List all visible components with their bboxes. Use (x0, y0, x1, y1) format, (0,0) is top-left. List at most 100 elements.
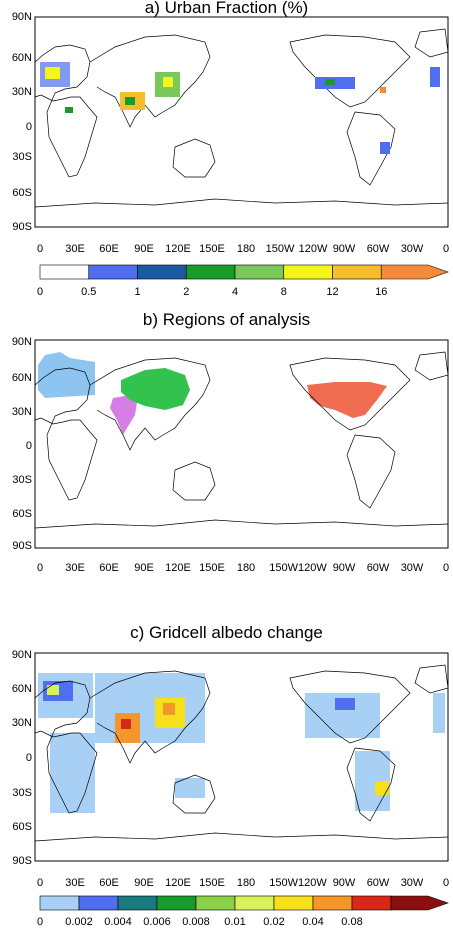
colorbar-swatch (312, 895, 353, 911)
urban-cells (40, 62, 440, 154)
lon-label: 30E (65, 877, 85, 889)
lon-label: 0 (36, 243, 44, 255)
lat-label: 90S (12, 855, 32, 867)
colorbar-tick-label: 0.006 (143, 916, 171, 928)
colorbar-swatch (332, 264, 382, 280)
colorbar-tick-label: 12 (326, 286, 339, 298)
colorbar-tick-label: 0 (36, 286, 44, 298)
lat-label: 60N (11, 372, 32, 384)
panel-title: c) Gridcell albedo change (130, 623, 323, 642)
lon-label: 150E (199, 243, 225, 255)
colorbar-tick-label: 0.02 (263, 916, 285, 928)
lon-label: 90W (332, 877, 356, 889)
lat-label: 30N (11, 717, 32, 729)
lon-label: 90E (134, 562, 154, 574)
region-europe (38, 352, 95, 398)
lon-label: 150E (199, 562, 225, 574)
colorbar-tick-label: 0.008 (182, 916, 210, 928)
map-coastlines (34, 664, 449, 842)
lat-label: 90N (11, 11, 32, 23)
region-india (110, 395, 137, 435)
lon-label: 150W (265, 243, 295, 255)
lon-label: 30W (400, 243, 424, 255)
lon-label: 150W120W (269, 877, 327, 889)
lon-label: 60E (99, 877, 119, 889)
colorbar-swatch (273, 895, 314, 911)
colorbar-swatch (78, 895, 119, 911)
lon-label: 120E (165, 243, 191, 255)
colorbar-tick-label: 0.08 (341, 916, 363, 928)
lon-label: 0 (442, 877, 450, 889)
colorbar-swatch (234, 895, 275, 911)
lon-label: 30W (400, 877, 424, 889)
colorbar-swatch (156, 895, 197, 911)
lon-label: 0 (36, 562, 44, 574)
colorbar-swatch (195, 895, 236, 911)
lon-label: 60E (99, 243, 119, 255)
colorbar-swatch (88, 264, 138, 280)
colorbar-tick-label: 0.01 (224, 916, 246, 928)
lon-label: 150E (199, 877, 225, 889)
lon-label: 120E (165, 877, 191, 889)
panel-title: a) Urban Fraction (%) (144, 0, 309, 17)
panel-albedo-change: c) Gridcell albedo change (0, 620, 453, 928)
lon-label: 30W (400, 562, 424, 574)
lon-label: 30E (65, 562, 85, 574)
panel-urban-fraction: a) Urban Fraction (%) (0, 0, 453, 300)
lat-label: 30S (12, 474, 32, 486)
colorbar-tick-label: 8 (280, 286, 287, 298)
colorbar-swatch (137, 264, 187, 280)
colorbar-swatch (390, 895, 449, 911)
lon-label: 60W (366, 877, 390, 889)
lon-label: 0 (442, 243, 450, 255)
region-usa (307, 382, 387, 418)
lon-label: 120W (298, 243, 328, 255)
colorbar-tick-label: 0.004 (104, 916, 132, 928)
colorbar-tick-label: 0.002 (65, 916, 93, 928)
lat-label: 0 (25, 752, 32, 764)
map-urban-fraction (34, 16, 449, 228)
albedo-cells (38, 673, 445, 813)
lon-label: 90W (332, 562, 356, 574)
colorbar-tick-label: 0.04 (302, 916, 324, 928)
colorbar-albedo (39, 895, 449, 911)
lon-label: 90W (332, 243, 356, 255)
colorbar-tick-label: 0.5 (81, 286, 97, 298)
colorbar-swatch (185, 264, 236, 280)
colorbar-urban (39, 264, 449, 280)
lat-label: 60N (11, 52, 32, 64)
lat-label: 90N (11, 336, 32, 348)
lon-label: 90E (134, 877, 154, 889)
lon-label: 180 (236, 562, 256, 574)
lon-label: 60W (366, 243, 390, 255)
lon-label: 90E (134, 243, 154, 255)
colorbar-swatch (39, 895, 80, 911)
colorbar-swatch (380, 264, 449, 280)
colorbar-tick-label: 16 (375, 286, 388, 298)
colorbar-swatch (117, 895, 158, 911)
map-coastlines (34, 28, 449, 208)
lat-label: 60S (12, 821, 32, 833)
lon-label: 30E (65, 243, 85, 255)
lon-label: 60E (99, 562, 119, 574)
lon-label: 120E (165, 562, 191, 574)
colorbar-tick-label: 1 (134, 286, 141, 298)
colorbar-tick-label: 4 (231, 286, 239, 298)
lon-label: 0 (36, 877, 44, 889)
lat-label: 60S (12, 508, 32, 520)
lat-label: 30N (11, 406, 32, 418)
colorbar-tick-label: 0 (36, 916, 44, 928)
lat-label: 60S (12, 187, 32, 199)
map-albedo-change (34, 652, 449, 862)
lon-label: 60W (366, 562, 390, 574)
colorbar-swatch (351, 895, 392, 911)
lon-label: 180 (236, 877, 256, 889)
region-fills (38, 352, 387, 435)
colorbar-tick-label: 2 (183, 286, 190, 298)
lat-label: 30S (12, 787, 32, 799)
lat-label: 0 (25, 121, 32, 133)
lat-label: 90N (11, 649, 32, 661)
colorbar-swatch (283, 264, 333, 280)
lon-label: 0 (442, 562, 450, 574)
lat-label: 30S (12, 151, 32, 163)
